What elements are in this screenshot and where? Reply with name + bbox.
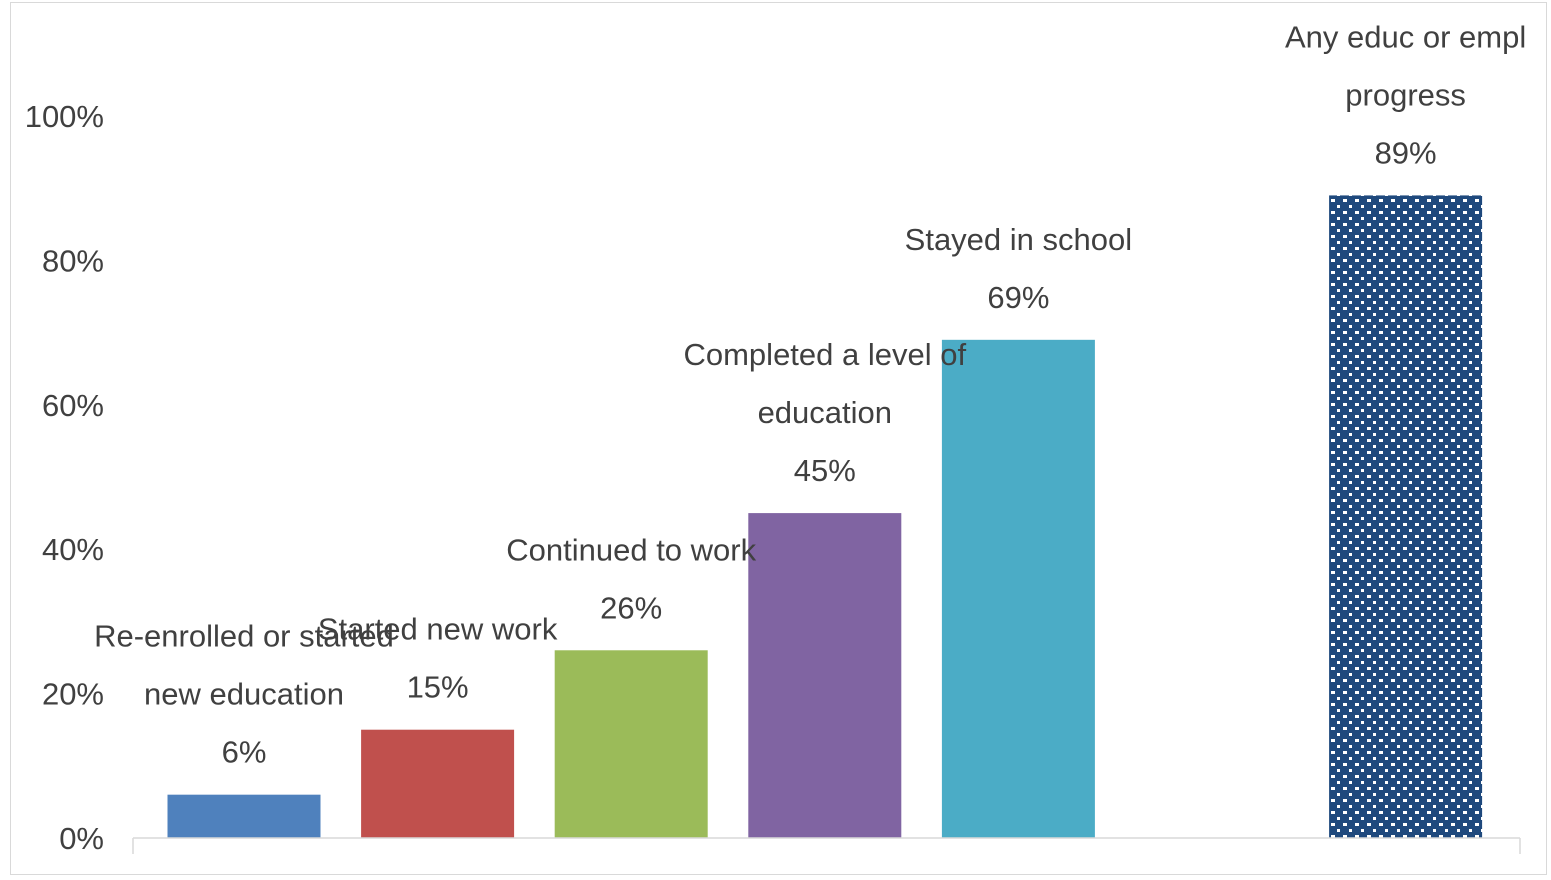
bar: [167, 794, 321, 838]
bar-category-label: Started new work: [318, 612, 558, 647]
bar-value-label: 45%: [794, 453, 856, 488]
bar-category-label: progress: [1345, 77, 1466, 112]
bar-category-label: Any educ or empl: [1285, 19, 1526, 54]
bar-category-label: Stayed in school: [905, 222, 1132, 257]
y-axis-tick-labels: 0% 20% 40% 60% 80% 100%: [25, 99, 104, 856]
y-tick-label: 100%: [25, 99, 104, 134]
bar-value-label: 15%: [407, 670, 469, 705]
bar-category-label: new education: [144, 677, 344, 712]
bar-value-label: 6%: [222, 735, 267, 770]
bar: [941, 339, 1095, 838]
bar: [361, 729, 515, 838]
y-tick-label: 60%: [42, 388, 104, 423]
y-tick-label: 80%: [42, 243, 104, 278]
data-labels: 6% new education Re-enrolled or started 15%…: [94, 19, 1526, 769]
bar-category-label: Completed a level of: [683, 337, 966, 372]
bar: [554, 650, 708, 838]
bar-value-label: 69%: [987, 280, 1049, 315]
bar: [748, 513, 902, 838]
bar-value-label: 26%: [600, 590, 662, 625]
y-tick-label: 0%: [59, 821, 104, 856]
y-tick-label: 20%: [42, 677, 104, 712]
bar-category-label: education: [758, 395, 892, 430]
bar-category-label: Re-enrolled or started: [94, 619, 394, 654]
chart-frame: [10, 2, 1547, 875]
bar-category-label: Continued to work: [506, 532, 756, 567]
y-tick-label: 40%: [42, 532, 104, 567]
bar: [1329, 195, 1483, 839]
bars: [132, 195, 1521, 854]
bar-value-label: 89%: [1375, 135, 1437, 170]
